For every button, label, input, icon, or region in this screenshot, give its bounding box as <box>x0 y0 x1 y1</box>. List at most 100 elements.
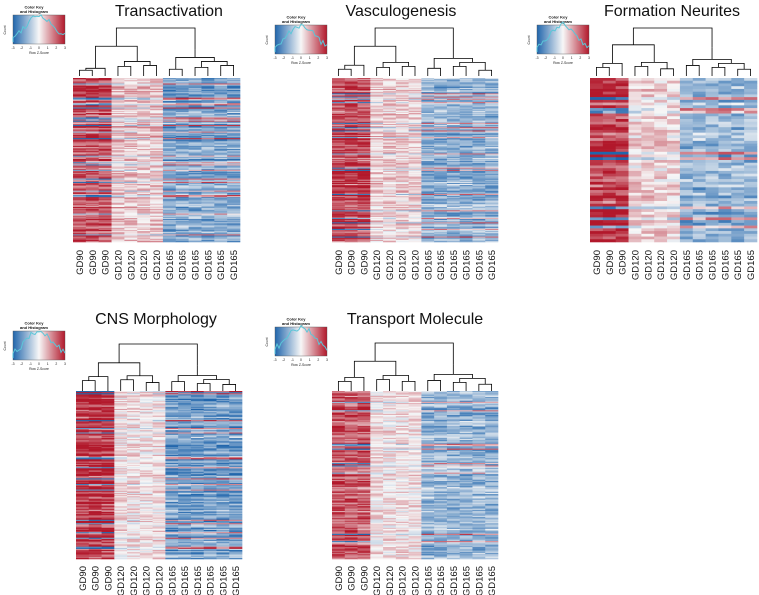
heatmap-cell <box>111 154 125 156</box>
heatmap-cell <box>421 220 435 222</box>
heatmap-cell <box>628 94 642 98</box>
heatmap-cell <box>227 143 241 145</box>
heatmap-cell <box>485 115 499 117</box>
heatmap-cell <box>111 172 125 174</box>
heatmap-cell <box>744 83 758 87</box>
heatmap-cell <box>124 192 138 195</box>
heatmap-cell <box>654 187 668 191</box>
heatmap-cell <box>85 131 99 133</box>
heatmap-cell <box>705 198 719 202</box>
heatmap-cell <box>718 146 732 150</box>
heatmap-cell <box>344 130 358 132</box>
heatmap-cell <box>383 126 397 128</box>
heatmap-cell <box>731 236 745 240</box>
heatmap-cell <box>408 211 422 213</box>
heatmap-cell <box>370 197 384 199</box>
heatmap-cell <box>485 150 499 152</box>
heatmap-cell <box>124 164 138 166</box>
heatmap-cell <box>162 210 177 212</box>
color-key-bar <box>274 24 328 55</box>
heatmap-cell <box>88 403 102 405</box>
heatmap-cell <box>446 104 460 106</box>
heatmap-cell <box>175 232 189 234</box>
heatmap-cell <box>472 197 486 199</box>
heatmap-cell <box>73 234 87 236</box>
heatmap-cell <box>654 176 668 180</box>
heatmap-cell <box>137 146 151 149</box>
heatmap-cell <box>628 231 642 235</box>
heatmap-cell <box>692 86 706 90</box>
heatmap-cell <box>744 138 758 142</box>
heatmap-cell <box>421 182 435 185</box>
heatmap-cell <box>395 226 409 229</box>
heatmap-cell <box>165 396 179 399</box>
heatmap-cell <box>188 168 202 171</box>
heatmap-cell <box>731 140 745 144</box>
heatmap-cell <box>472 185 486 187</box>
heatmap-cell <box>421 192 435 195</box>
heatmap-cell <box>434 83 448 85</box>
heatmap-cell <box>124 237 138 240</box>
heatmap-cell <box>421 142 435 144</box>
heatmap-cell <box>111 86 125 89</box>
heatmap-cell <box>201 174 215 176</box>
heatmap-cell <box>111 228 125 231</box>
heatmap-cell <box>73 143 87 145</box>
heatmap-cell <box>692 78 706 82</box>
heatmap-cell <box>357 149 371 151</box>
heatmap-cell <box>395 78 409 80</box>
heatmap-cell <box>214 226 228 229</box>
heatmap-cell <box>137 184 151 186</box>
heatmap-cell <box>692 176 706 180</box>
heatmap-cell <box>344 114 358 116</box>
heatmap-cell <box>332 214 346 217</box>
color-key-title: Color Key <box>25 5 45 10</box>
heatmap-cell <box>188 79 202 81</box>
heatmap-cell <box>73 138 87 140</box>
heatmap-cell <box>667 83 681 87</box>
heatmap-cell <box>332 80 346 82</box>
heatmap-cell <box>73 87 87 90</box>
heatmap-cell <box>383 193 397 196</box>
heatmap-cell <box>332 191 346 194</box>
heatmap-cell <box>485 217 499 220</box>
heatmap-cell <box>201 223 215 225</box>
heatmap-cell <box>718 173 732 177</box>
heatmap-cell <box>98 150 112 152</box>
heatmap-cell <box>88 402 102 404</box>
heatmap-cell <box>124 227 138 230</box>
heatmap-cell <box>201 200 215 202</box>
heatmap-cell <box>201 130 215 132</box>
heatmap-cell <box>332 151 346 153</box>
heatmap-cell <box>472 179 486 182</box>
heatmap-cell <box>485 168 499 171</box>
heatmap-cell <box>201 168 215 171</box>
heatmap-cell <box>472 115 486 117</box>
heatmap-cell <box>641 140 655 144</box>
heatmap-cell <box>227 220 241 222</box>
heatmap-cell <box>137 92 151 94</box>
heatmap-cell <box>137 90 151 92</box>
heatmap-cell <box>370 146 384 149</box>
heatmap-cell <box>383 96 397 98</box>
heatmap-cell <box>718 121 732 125</box>
heatmap-cell <box>446 91 460 93</box>
heatmap-cell <box>162 163 177 165</box>
heatmap-cell <box>216 401 230 403</box>
dendrogram-link <box>168 68 183 76</box>
heatmap-cell <box>150 125 164 127</box>
heatmap-cell <box>718 110 732 114</box>
heatmap-cell <box>459 211 473 213</box>
heatmap-cell <box>395 154 409 156</box>
heatmap-cell <box>459 138 473 140</box>
heatmap-cell <box>175 163 189 165</box>
heatmap-cell <box>357 102 371 104</box>
heatmap-cell <box>152 396 166 399</box>
heatmap-cell <box>332 150 346 152</box>
heatmap-cell <box>188 145 202 148</box>
heatmap-cell <box>98 226 112 229</box>
heatmap-cell <box>344 155 358 158</box>
heatmap-cell <box>459 194 473 197</box>
heatmap-cell <box>459 153 473 155</box>
heatmap-cell <box>150 165 164 167</box>
